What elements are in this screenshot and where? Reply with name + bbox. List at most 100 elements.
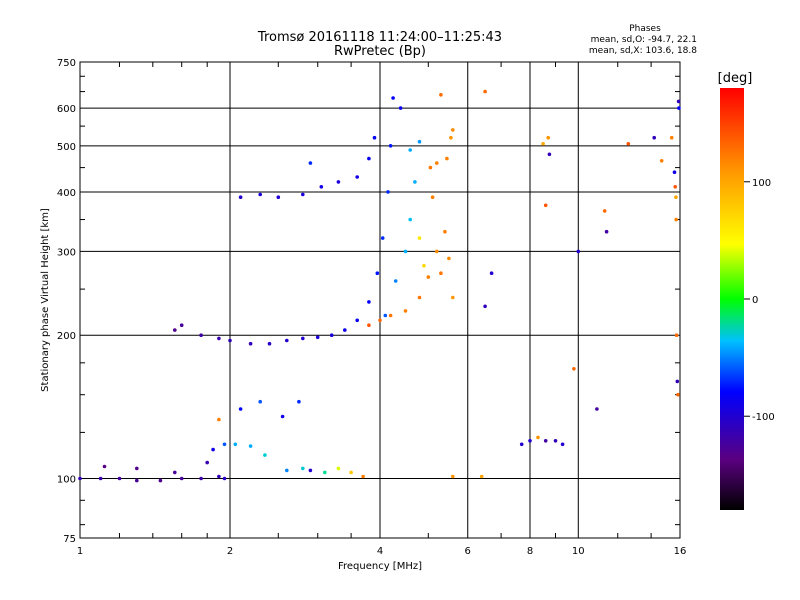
data-point bbox=[672, 170, 677, 174]
y-tick-label: 100 bbox=[57, 475, 76, 486]
data-point bbox=[173, 328, 177, 332]
data-point bbox=[355, 318, 360, 323]
axis-ticks: 1 2 4 6 8 10 16 75 100 200 300 400 500 600 750 bbox=[57, 58, 686, 557]
x-tick-label: 10 bbox=[572, 546, 585, 557]
data-point bbox=[211, 447, 215, 452]
data-point bbox=[428, 165, 433, 170]
data-point bbox=[403, 249, 408, 254]
data-point bbox=[391, 96, 395, 100]
data-point bbox=[676, 99, 681, 104]
data-point bbox=[435, 249, 439, 254]
data-point bbox=[673, 185, 677, 189]
data-point bbox=[383, 313, 388, 318]
chart-title-line2: RwPretec (Bp) bbox=[334, 44, 426, 59]
y-axis-label: Stationary phase Virtual Height [km] bbox=[40, 208, 51, 392]
data-point bbox=[276, 195, 281, 199]
data-point bbox=[451, 295, 455, 300]
data-point bbox=[315, 335, 320, 340]
data-point bbox=[408, 148, 413, 152]
data-point bbox=[483, 304, 487, 309]
colorbar-tick-label: 0 bbox=[752, 295, 758, 306]
data-point bbox=[483, 89, 487, 94]
y-tick-label: 300 bbox=[57, 247, 76, 258]
data-point bbox=[675, 379, 680, 384]
x-tick-label: 4 bbox=[377, 546, 383, 557]
colorbar-ticks: 100 0 -100 bbox=[744, 178, 775, 423]
data-point bbox=[217, 417, 221, 422]
data-point bbox=[674, 333, 679, 338]
data-point bbox=[451, 474, 455, 479]
colorbar-tick-label: -100 bbox=[752, 412, 775, 423]
data-point bbox=[199, 333, 203, 338]
data-point bbox=[285, 338, 289, 343]
data-point bbox=[238, 407, 243, 411]
data-point bbox=[329, 333, 334, 338]
data-point bbox=[343, 328, 347, 332]
data-point bbox=[319, 185, 324, 189]
data-point bbox=[308, 468, 313, 473]
data-point bbox=[676, 392, 680, 397]
data-point bbox=[536, 435, 540, 440]
data-point bbox=[439, 93, 443, 97]
chart-title-line1: Tromsø 20161118 11:24:00–11:25:43 bbox=[257, 30, 502, 45]
data-point bbox=[361, 474, 365, 479]
data-point bbox=[173, 470, 177, 475]
data-point bbox=[479, 474, 484, 479]
data-point bbox=[439, 271, 443, 276]
data-point bbox=[426, 275, 431, 279]
data-point bbox=[179, 323, 184, 328]
data-point bbox=[228, 338, 232, 343]
data-point bbox=[117, 476, 122, 481]
data-point bbox=[435, 161, 439, 165]
data-point bbox=[301, 466, 305, 471]
data-point bbox=[417, 295, 422, 300]
data-point bbox=[78, 476, 82, 481]
data-point bbox=[158, 478, 163, 483]
data-point bbox=[541, 142, 545, 146]
colorbar-tick-label: 100 bbox=[752, 178, 771, 189]
data-point bbox=[135, 478, 139, 483]
data-point bbox=[669, 135, 674, 140]
y-tick-label: 750 bbox=[57, 58, 76, 69]
data-point bbox=[267, 341, 272, 346]
data-point bbox=[217, 474, 221, 479]
data-point bbox=[248, 341, 253, 346]
phases-title: Phases bbox=[629, 24, 661, 34]
colorbar-label: [deg] bbox=[718, 71, 753, 86]
data-point bbox=[604, 229, 609, 234]
data-point bbox=[602, 209, 607, 213]
data-point bbox=[546, 135, 550, 140]
data-point bbox=[403, 309, 408, 313]
x-axis-label: Frequency [MHz] bbox=[338, 561, 422, 572]
data-point bbox=[205, 460, 209, 465]
data-point bbox=[372, 135, 377, 140]
data-point bbox=[528, 439, 532, 443]
x-tick-label: 16 bbox=[674, 546, 687, 557]
y-tick-label: 75 bbox=[63, 534, 76, 545]
data-point bbox=[543, 203, 548, 208]
data-point bbox=[445, 156, 449, 161]
data-point bbox=[398, 106, 403, 110]
data-point bbox=[408, 217, 413, 222]
data-point bbox=[199, 476, 203, 481]
phases-line-o: mean, sd,O: -94.7, 22.1 bbox=[591, 35, 697, 45]
data-point bbox=[659, 159, 664, 163]
data-points bbox=[78, 89, 681, 483]
data-point bbox=[285, 468, 289, 473]
y-tick-label: 600 bbox=[57, 104, 76, 115]
colorbar bbox=[720, 88, 744, 510]
data-point bbox=[451, 128, 455, 132]
data-point bbox=[258, 399, 263, 404]
data-point bbox=[336, 180, 341, 184]
grid-lines bbox=[80, 62, 680, 538]
data-point bbox=[102, 464, 107, 469]
data-point bbox=[388, 144, 393, 148]
data-point bbox=[560, 442, 565, 447]
data-point bbox=[349, 470, 353, 475]
x-tick-label: 1 bbox=[77, 546, 83, 557]
data-point bbox=[430, 195, 435, 199]
data-point bbox=[367, 323, 371, 328]
phases-line-x: mean, sd,X: 103.6, 18.8 bbox=[589, 46, 697, 56]
data-point bbox=[301, 192, 305, 197]
